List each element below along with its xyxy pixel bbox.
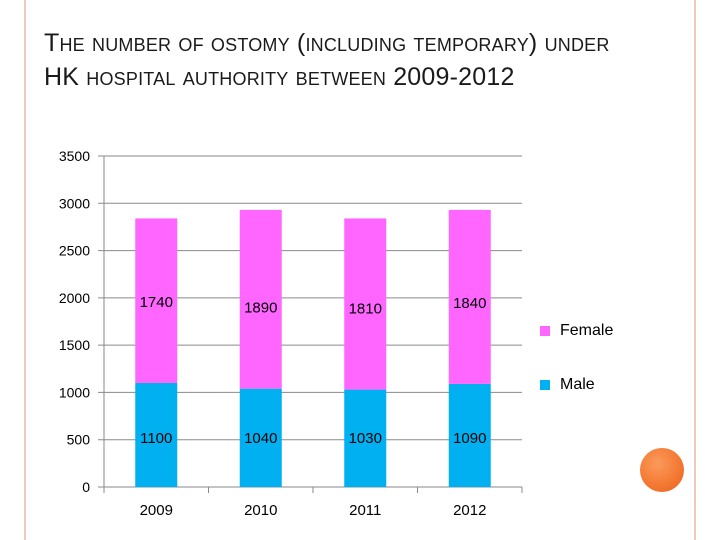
data-label-male-2012: 1090 xyxy=(453,430,486,447)
data-label-female-2011: 1810 xyxy=(349,301,382,318)
y-tick-label: 1000 xyxy=(59,384,90,400)
x-tick-label-2011: 2011 xyxy=(349,502,381,519)
y-tick-label: 500 xyxy=(67,432,91,448)
y-tick-label: 1500 xyxy=(59,337,90,353)
bar-male-2010 xyxy=(239,388,282,487)
bar-male-2011 xyxy=(344,389,387,487)
legend-label-female: Female xyxy=(560,322,614,339)
legend-label-male: Male xyxy=(560,376,595,393)
chart-title: The number of ostomy (including temporar… xyxy=(44,29,610,91)
y-tick-label: 0 xyxy=(82,479,90,495)
frame-right-line xyxy=(694,0,696,540)
bar-male-2009 xyxy=(135,382,178,487)
bar-female-2009 xyxy=(135,218,178,383)
y-tick-label: 2000 xyxy=(59,290,90,306)
y-tick-label: 3500 xyxy=(59,148,90,164)
frame-left-line xyxy=(24,0,26,540)
bar-female-2011 xyxy=(344,218,387,390)
bar-female-2010 xyxy=(239,209,282,389)
y-tick-label: 2500 xyxy=(59,243,90,259)
x-tick-label-2009: 2009 xyxy=(140,502,173,519)
decorative-orange-circle xyxy=(640,448,684,492)
data-label-male-2009: 1100 xyxy=(140,430,172,447)
data-label-male-2011: 1030 xyxy=(349,430,382,447)
x-tick-label-2012: 2012 xyxy=(453,502,486,519)
legend-swatch-female xyxy=(540,326,550,336)
bar-male-2012 xyxy=(448,383,491,487)
bar-female-2012 xyxy=(448,209,491,384)
data-label-female-2012: 1840 xyxy=(453,295,486,312)
y-tick-label: 3000 xyxy=(59,195,90,211)
legend-item-female: Female xyxy=(540,322,613,340)
x-tick-label-2010: 2010 xyxy=(244,502,277,519)
data-label-female-2009: 1740 xyxy=(140,294,173,311)
legend-swatch-male xyxy=(540,380,550,390)
data-label-male-2010: 1040 xyxy=(244,430,277,447)
legend-item-male: Male xyxy=(540,376,595,394)
data-label-female-2010: 1890 xyxy=(244,300,277,317)
